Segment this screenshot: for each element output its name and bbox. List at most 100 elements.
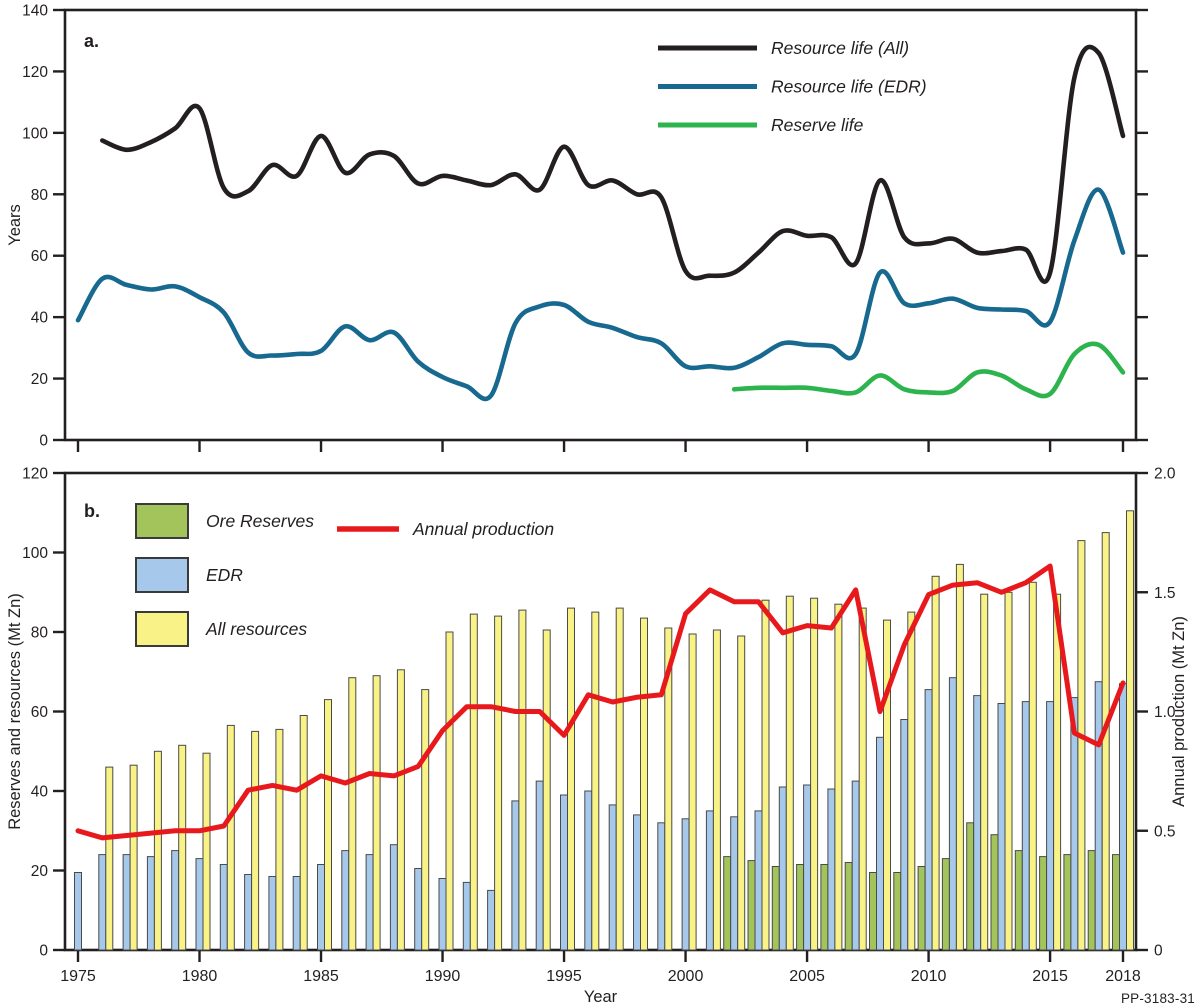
bar [664,627,673,951]
bar [737,635,746,951]
bar [518,609,527,951]
panel-b-x-tick-label: 1980 [182,968,218,985]
bar [445,631,454,951]
panel-a-label: a. [84,31,99,51]
legend-label: Reserve life [771,115,864,135]
bar [105,766,114,951]
bar [74,872,82,951]
bar [810,597,819,951]
panel-b-left-tick-label: 80 [31,625,49,642]
bar [535,780,544,951]
reserve-life-line [731,341,1126,399]
panel-b-right-tick-label: 1.5 [1154,585,1176,602]
panel-a-y-tick-label: 40 [31,310,49,327]
panel-b-left-tick-label: 60 [31,704,49,721]
edr-legend-swatch [135,557,189,593]
legend-item-resource-life-all: Resource life (All) [658,38,909,58]
panel-a-y-tick-label: 0 [39,433,48,450]
bar [730,816,739,951]
bar [688,633,697,951]
bar [876,736,884,951]
panel-a-frame [63,8,1138,442]
panel-b-x-tick-label: 2018 [1105,968,1141,985]
bar [990,834,999,951]
bar [827,788,836,951]
panel-a-y-tick-label: 140 [22,3,48,20]
panel-b-x-tick-label: 1990 [425,968,461,985]
panel-b-left-tick-label: 20 [31,863,49,880]
legend-item-all-resources: All resources [135,611,307,647]
bar [917,866,926,951]
panel-b: 0 20 40 60 80 100 120 0 0.5 1.0 1.5 2.0 1975 1980 1985… [6,466,1188,1006]
bar [997,703,1006,951]
legend-item-annual-production: Annual production [337,519,554,539]
bar [462,881,471,951]
bar [567,607,575,951]
legend-label: Annual production [412,519,554,539]
bar [469,613,478,951]
bar [754,810,763,951]
bar [348,677,357,951]
legend-item-resource-life-edr: Resource life (EDR) [658,77,927,97]
bar [761,599,770,951]
bar [251,730,260,951]
bar [341,850,350,951]
bar [494,615,503,951]
bar [122,854,131,951]
figure-code-label: PP-3183-31 [1120,991,1195,1006]
bar [712,629,721,951]
legend-label: All resources [205,619,307,639]
bar [146,856,155,951]
bar [195,858,204,951]
bar [1087,850,1096,951]
bar [292,876,301,951]
bar [1077,540,1086,951]
bar [640,617,648,951]
panel-b-right-tick-label: 0 [1154,943,1163,960]
bar [1014,850,1023,951]
bar [941,858,950,951]
bar [900,719,909,951]
bar [924,689,933,951]
bar [1094,681,1103,951]
bar [414,868,423,951]
panel-b-ticks: 0 20 40 60 80 100 120 0 0.5 1.0 1.5 2.0 1975 1980 1985… [22,466,1176,986]
bar [1046,701,1055,951]
bar [1063,854,1072,951]
bar [907,611,916,951]
panel-b-x-tick-label: 1975 [60,968,96,985]
bar [931,575,940,951]
bar [1021,701,1030,951]
x-axis-title: Year [584,988,618,1006]
bar [771,866,780,951]
bar [948,677,957,951]
bar [1112,854,1120,951]
panel-a-legend: Resource life (All) Resource life (EDR) Re… [658,38,927,135]
bar [317,864,325,951]
bar [851,780,860,951]
resource-life-edr-line [75,187,1126,402]
panel-b-x-tick-label: 2010 [911,968,947,985]
bar [171,850,180,951]
bar [820,864,829,951]
bar [372,675,381,951]
bar [202,752,211,951]
bar [844,862,853,951]
resource-life-all-line [100,44,1126,284]
bar [365,854,374,951]
legend-label: Ore Reserves [206,511,314,531]
bar [681,818,690,951]
bar [438,878,447,951]
panel-b-x-tick-label: 1985 [303,968,339,985]
bar [747,860,756,951]
bar [785,595,794,951]
legend-item-edr: EDR [135,557,243,593]
panel-b-label: b. [84,501,100,521]
bar [560,794,568,951]
panel-a-y-tick-label: 20 [31,371,49,388]
bar [955,563,964,951]
bar [980,593,989,951]
bar [591,611,600,951]
